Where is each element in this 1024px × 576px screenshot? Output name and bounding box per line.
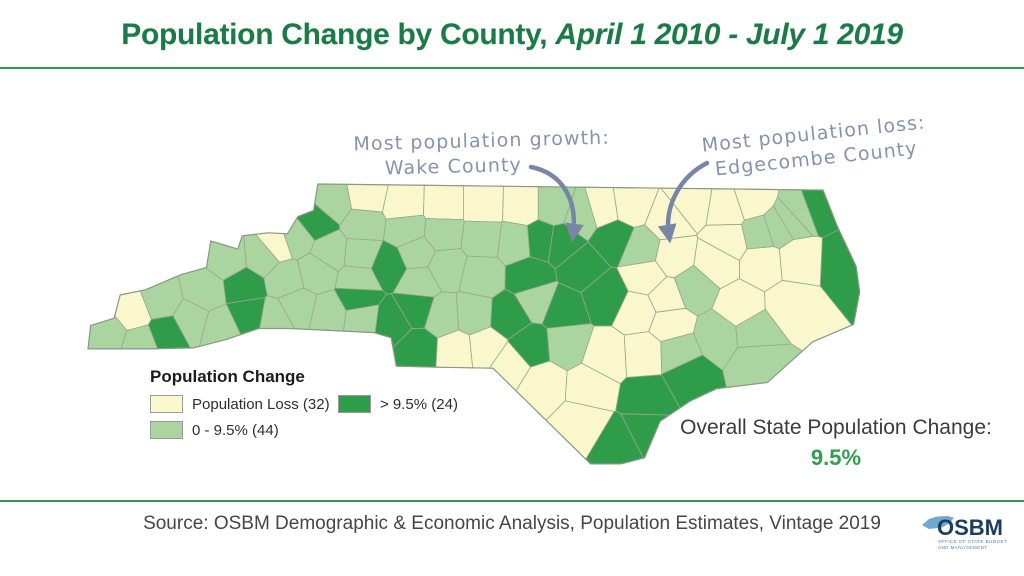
county-rockingham	[462, 185, 504, 223]
legend-swatch-mid	[150, 421, 183, 439]
legend-swatch-high	[338, 395, 371, 413]
legend: Population Change Population Loss (32) >…	[150, 367, 458, 439]
county-alleghany	[346, 183, 389, 213]
annotation-growth: Most population growth: Wake County	[351, 126, 612, 183]
legend-row-2: 0 - 9.5% (44)	[150, 421, 458, 439]
county-surry	[382, 184, 425, 220]
overall-change-label: Overall State Population Change:	[680, 416, 992, 439]
title-divider	[0, 67, 1024, 69]
county-guilford	[460, 220, 503, 258]
county-randolph	[458, 255, 506, 299]
overall-change-value: 9.5%	[810, 445, 862, 470]
overall-change: Overall State Population Change: 9.5%	[648, 416, 1024, 471]
source-credit: Source: OSBM Demographic & Economic Anal…	[143, 513, 881, 534]
legend-label-loss: Population Loss (32)	[192, 395, 330, 413]
page-title-date: April 1 2010 - July 1 2019	[555, 18, 903, 51]
state-outline	[87, 183, 861, 465]
page-title: Population Change by County, April 1 201…	[0, 18, 1024, 52]
loss-arrow-edgecombe	[657, 160, 710, 244]
page-title-regular: Population Change by County,	[121, 18, 556, 51]
county-stokes	[423, 184, 464, 221]
county-duplin	[623, 331, 663, 378]
osbm-logo-caption2: AND MANAGEMENT	[938, 545, 988, 550]
footer-divider	[0, 500, 1024, 502]
legend-row-1: Population Loss (32) > 9.5% (24)	[150, 395, 458, 413]
legend-swatch-loss	[150, 395, 183, 413]
osbm-logo-text: OSBM	[937, 515, 1003, 540]
legend-title: Population Change	[150, 367, 305, 386]
growth-arrow-wake	[528, 164, 584, 243]
osbm-logo-state-icon	[922, 516, 954, 529]
osbm-logo: OSBM OFFICE OF STATE BUDGET AND MANAGEME…	[922, 515, 1007, 550]
osbm-logo-caption1: OFFICE OF STATE BUDGET	[938, 539, 1007, 544]
legend-label-high: > 9.5% (24)	[380, 395, 458, 413]
legend-label-mid: 0 - 9.5% (44)	[192, 421, 279, 439]
county-caswell	[502, 185, 539, 226]
